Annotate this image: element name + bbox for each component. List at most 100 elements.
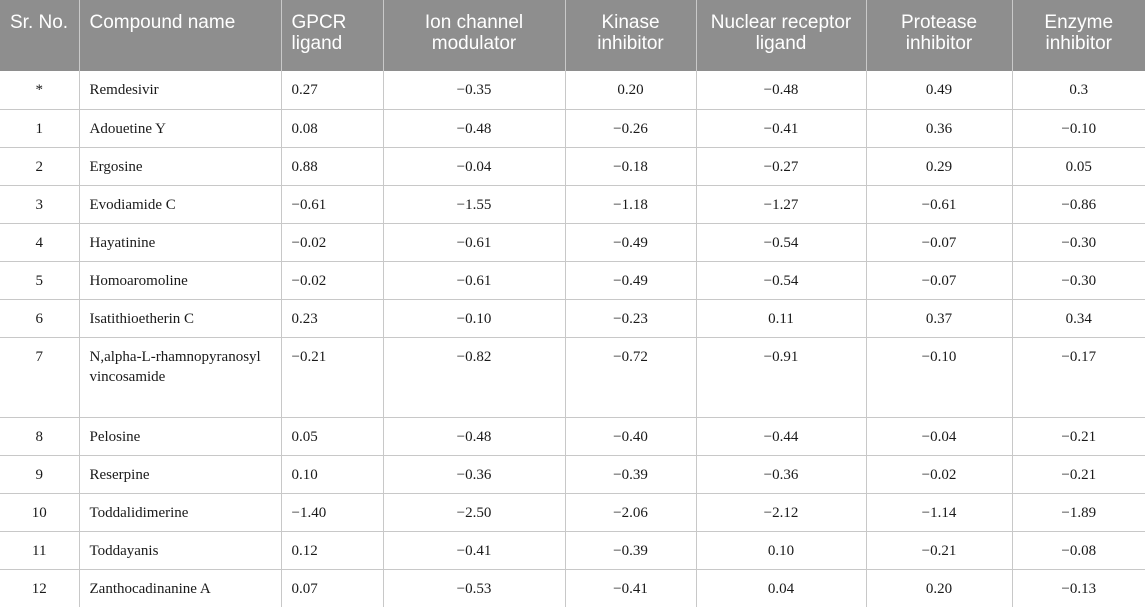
cell-compound-name: Evodiamide C	[79, 185, 282, 224]
cell-nuclear-receptor-ligand: −0.54	[696, 261, 867, 300]
cell-protease-inhibitor: −0.61	[866, 185, 1013, 224]
table-row: 1 Adouetine Y 0.08 −0.48 −0.26 −0.41 0.36 −0.10	[0, 109, 1145, 148]
cell-kinase-inhibitor: −2.06	[565, 493, 697, 532]
cell-sr-no: 10	[0, 493, 80, 532]
header-kinase-inhibitor: Kinase inhibitor	[565, 0, 697, 71]
cell-ion-channel-modulator: −0.48	[383, 109, 566, 148]
table-row: 5 Homoaromoline −0.02 −0.61 −0.49 −0.54 −0.07−…	[0, 261, 1145, 300]
cell-nuclear-receptor-ligand: −0.44	[696, 417, 867, 456]
cell-nuclear-receptor-ligand: 0.11	[696, 299, 867, 338]
cell-enzyme-inhibitor: −0.30	[1012, 261, 1145, 300]
cell-compound-name: Homoaromoline	[79, 261, 282, 300]
cell-kinase-inhibitor: −0.72	[565, 337, 697, 418]
header-protease-inhibitor: Protease inhibitor	[866, 0, 1013, 71]
table-row: 8 Pelosine 0.05 −0.48 −0.40 −0.44 −0.04 −0.21	[0, 417, 1145, 456]
header-enzyme-inhibitor: Enzyme inhibitor	[1044, 12, 1114, 54]
cell-compound-name: Ergosine	[79, 147, 282, 186]
cell-sr-no: 4	[0, 223, 80, 262]
cell-ion-channel-modulator: −0.61	[383, 261, 566, 300]
cell-gpcr-ligand: 0.27	[281, 71, 384, 110]
cell-compound-name: Pelosine	[79, 417, 282, 456]
cell-gpcr-ligand: −0.21	[281, 337, 384, 418]
cell-kinase-inhibitor: −0.40	[565, 417, 697, 456]
cell-ion-channel-modulator: −0.48	[383, 417, 566, 456]
cell-compound-name: Toddalidimerine	[79, 493, 282, 532]
cell-nuclear-receptor-ligand: −0.91	[696, 337, 867, 418]
cell-nuclear-receptor-ligand: 0.04	[696, 569, 867, 607]
cell-enzyme-inhibitor: −0.13	[1061, 580, 1097, 597]
cell-kinase-inhibitor: −0.18	[565, 147, 697, 186]
cell-protease-inhibitor: 0.49	[866, 71, 1013, 110]
cell-compound-name: Reserpine	[79, 455, 282, 494]
cell-enzyme-inhibitor: −0.08	[1012, 531, 1145, 570]
cell-sr-no: 1	[0, 109, 80, 148]
cell-protease-inhibitor: 0.20	[866, 569, 1013, 607]
cell-gpcr-ligand: 0.07	[281, 569, 384, 607]
cell-enzyme-inhibitor: −0.86	[1012, 185, 1145, 224]
cell-compound-name: N,alpha-L-rhamnopyranosyl vincosamide	[79, 337, 282, 418]
header-compound-name: Compound name	[79, 0, 282, 71]
cell-gpcr-ligand: −0.61	[281, 185, 384, 224]
cell-ion-channel-modulator: −0.61	[383, 223, 566, 262]
header-row: Sr. No. Compound name GPCR ligand Ion ch…	[0, 0, 1145, 71]
table-row: 3 Evodiamide C −0.61 −1.55 −1.18 −1.27 −0.61 −0…	[0, 185, 1145, 224]
cell-gpcr-ligand: 0.12	[281, 531, 384, 570]
table-row: 11 Toddayanis 0.12 −0.41 −0.39 0.10 −0.21 −0.08	[0, 531, 1145, 570]
cell-compound-name: Adouetine Y	[79, 109, 282, 148]
cell-gpcr-ligand: 0.88	[281, 147, 384, 186]
cell-gpcr-ligand: −1.40	[281, 493, 384, 532]
cell-ion-channel-modulator: −0.10	[383, 299, 566, 338]
cell-compound-name: Zanthocadinanine A	[79, 569, 282, 607]
table-row: 7 N,alpha-L-rhamnopyranosyl vincosamide −0…	[0, 337, 1145, 418]
cell-compound-name: Hayatinine	[79, 223, 282, 262]
cell-kinase-inhibitor: −0.23	[565, 299, 697, 338]
cell-protease-inhibitor: −0.07	[866, 223, 1013, 262]
cell-ion-channel-modulator: −0.53	[383, 569, 566, 607]
cell-kinase-inhibitor: 0.20	[565, 71, 697, 110]
cell-kinase-inhibitor: −0.49	[565, 261, 697, 300]
cell-enzyme-inhibitor: −0.10	[1012, 109, 1145, 148]
table-row: 6 Isatithioetherin C 0.23 −0.10 −0.23 0.11 0.3…	[0, 299, 1145, 338]
cell-sr-no: 3	[0, 185, 80, 224]
cell-protease-inhibitor: −0.02	[866, 455, 1013, 494]
cell-protease-inhibitor: −1.14	[866, 493, 1013, 532]
cell-gpcr-ligand: 0.10	[281, 455, 384, 494]
header-gpcr-ligand: GPCR ligand	[281, 0, 384, 71]
header-nuclear-receptor-ligand: Nuclear receptor ligand	[696, 0, 867, 71]
cell-protease-inhibitor: 0.29	[866, 147, 1013, 186]
cell-ion-channel-modulator: −0.35	[383, 71, 566, 110]
cell-enzyme-inhibitor: 0.05	[1012, 147, 1145, 186]
table-row: 10 Toddalidimerine −1.40 −2.50 −2.06 −2.12 −1.…	[0, 493, 1145, 532]
cell-ion-channel-modulator: −0.36	[383, 455, 566, 494]
cell-sr-no: *	[0, 71, 80, 110]
cell-sr-no: 7	[0, 337, 80, 418]
table-row: 9 Reserpine 0.10 −0.36 −0.39 −0.36 −0.02 −0.21	[0, 455, 1145, 494]
cell-sr-no: 9	[0, 455, 80, 494]
cell-sr-no: 12	[0, 569, 80, 607]
cell-nuclear-receptor-ligand: −0.27	[696, 147, 867, 186]
cell-sr-no: 6	[0, 299, 80, 338]
cell-nuclear-receptor-ligand: −0.48	[696, 71, 867, 110]
cell-sr-no: 8	[0, 417, 80, 456]
cell-protease-inhibitor: 0.37	[866, 299, 1013, 338]
cell-sr-no: 5	[0, 261, 80, 300]
cell-gpcr-ligand: −0.02	[281, 223, 384, 262]
cell-kinase-inhibitor: −0.39	[565, 531, 697, 570]
header-sr-no: Sr. No.	[0, 0, 80, 71]
cell-kinase-inhibitor: −0.41	[565, 569, 697, 607]
cell-enzyme-inhibitor: −1.89	[1012, 493, 1145, 532]
cell-compound-name: Isatithioetherin C	[79, 299, 282, 338]
cell-kinase-inhibitor: −1.18	[565, 185, 697, 224]
cell-nuclear-receptor-ligand: −1.27	[696, 185, 867, 224]
cell-protease-inhibitor: −0.07	[866, 261, 1013, 300]
cell-kinase-inhibitor: −0.39	[565, 455, 697, 494]
cell-kinase-inhibitor: −0.26	[565, 109, 697, 148]
table-row: 2 Ergosine 0.88 −0.04 −0.18 −0.27 0.29 0.05	[0, 147, 1145, 186]
header-ion-channel-modulator: Ion channel modulator	[383, 0, 566, 71]
cell-protease-inhibitor: −0.21	[866, 531, 1013, 570]
cell-ion-channel-modulator: −0.04	[383, 147, 566, 186]
cell-protease-inhibitor: 0.36	[866, 109, 1013, 148]
cell-enzyme-inhibitor: 0.3	[1012, 71, 1145, 110]
cell-compound-name: Toddayanis	[79, 531, 282, 570]
